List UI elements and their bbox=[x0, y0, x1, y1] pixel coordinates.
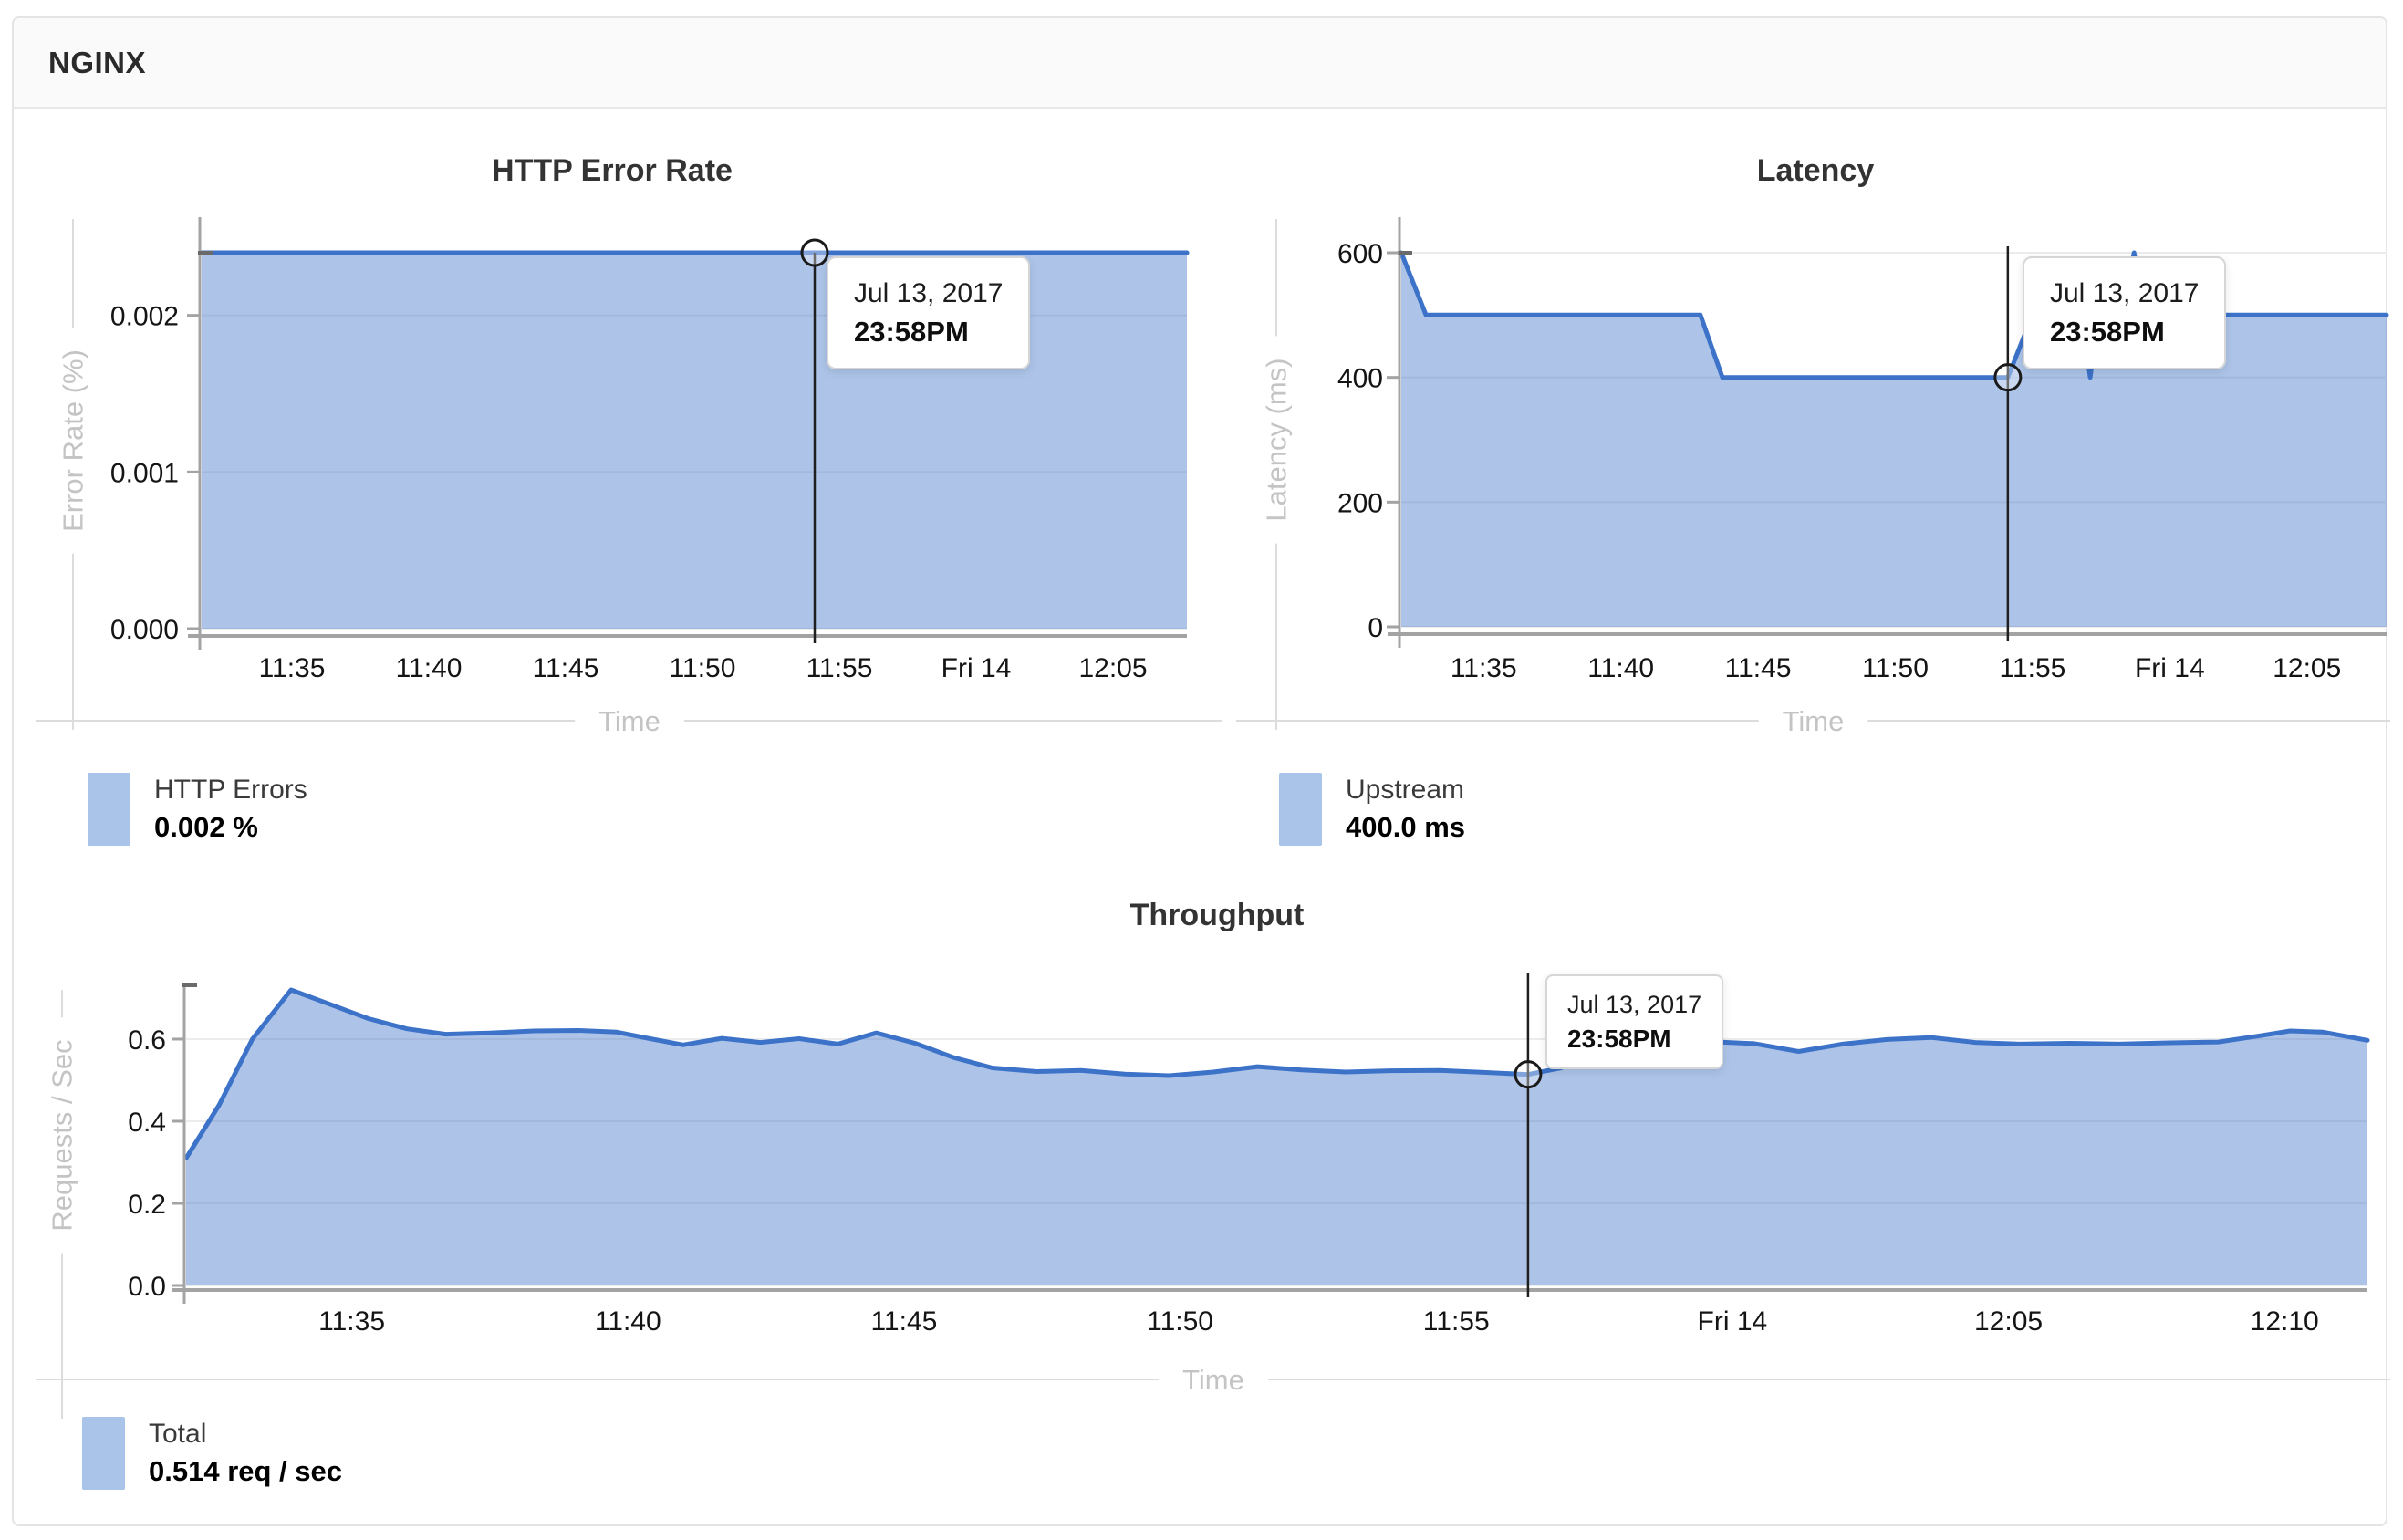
x-tick-label: 12:05 bbox=[1078, 653, 1147, 683]
hover-marker bbox=[1993, 363, 2023, 392]
y-tick-label: 0.002 bbox=[110, 302, 179, 332]
x-tick-label: 11:40 bbox=[396, 653, 463, 683]
x-tick-label: 12:05 bbox=[1974, 1306, 2043, 1337]
y-tick-label: 0.6 bbox=[128, 1025, 166, 1056]
x-tick-label: 11:40 bbox=[1587, 653, 1654, 683]
hover-marker bbox=[800, 238, 829, 267]
x-tick-label: 11:55 bbox=[806, 653, 873, 683]
x-tick-label: 11:50 bbox=[1862, 653, 1929, 683]
y-tick-label: 0.2 bbox=[128, 1190, 166, 1220]
x-tick-label: Fri 14 bbox=[941, 653, 1012, 683]
y-axis-title: Latency (ms) bbox=[1261, 358, 1293, 521]
x-tick-label: 11:50 bbox=[670, 653, 736, 683]
chart-title: HTTP Error Rate bbox=[492, 153, 733, 188]
chart-throughput: Throughput 0.0 0.2 0.4 0.6 11:35 11:40 11:45 11:… bbox=[36, 898, 2390, 1419]
x-tick-label: 11:35 bbox=[1451, 653, 1517, 683]
tooltip-http-error-rate: Jul 13, 2017 23:58PM bbox=[827, 256, 1031, 369]
series-area-http-errors bbox=[202, 253, 1187, 629]
nginx-panel: NGINX bbox=[12, 16, 2387, 1526]
series-area-upstream bbox=[1401, 253, 2387, 627]
tooltip-time: 23:58PM bbox=[2050, 316, 2165, 348]
legend-http-errors[interactable]: HTTP Errors 0.002 % bbox=[88, 772, 307, 847]
x-axis-title: Time bbox=[598, 705, 661, 737]
x-tick-label: 12:05 bbox=[2273, 653, 2341, 683]
x-tick-label: 11:35 bbox=[259, 653, 326, 683]
legend-label: HTTP Errors bbox=[154, 775, 307, 805]
y-tick-label: 200 bbox=[1337, 488, 1383, 518]
tooltip-throughput: Jul 13, 2017 23:58PM bbox=[1545, 974, 1724, 1069]
legend-swatch bbox=[88, 773, 130, 846]
x-tick-label: 12:10 bbox=[2251, 1306, 2319, 1337]
x-tick-label: 11:50 bbox=[1147, 1306, 1213, 1337]
chart-http-error-rate: HTTP Error Rate 0.000 0.001 0.002 11:35 11:40… bbox=[36, 153, 1222, 737]
legend-value: 0.002 % bbox=[154, 811, 258, 843]
legend-upstream[interactable]: Upstream 400.0 ms bbox=[1279, 772, 1465, 847]
legend-value: 0.514 req / sec bbox=[149, 1455, 342, 1487]
x-axis-title: Time bbox=[1783, 705, 1845, 737]
x-axis-title: Time bbox=[1182, 1364, 1244, 1396]
x-tick-label: Fri 14 bbox=[2135, 653, 2205, 683]
y-tick-label: 400 bbox=[1337, 364, 1383, 394]
y-tick-label: 0 bbox=[1368, 613, 1383, 643]
legend-swatch bbox=[1279, 773, 1322, 846]
legend-value: 400.0 ms bbox=[1346, 811, 1465, 843]
legend-total[interactable]: Total 0.514 req / sec bbox=[82, 1416, 342, 1491]
y-tick-label: 0.000 bbox=[110, 615, 179, 645]
y-axis-title: Requests / Sec bbox=[47, 1039, 78, 1231]
tooltip-date: Jul 13, 2017 bbox=[854, 278, 1004, 308]
y-tick-label: 600 bbox=[1337, 239, 1383, 269]
tooltip-time: 23:58PM bbox=[854, 316, 969, 348]
tooltip-time: 23:58PM bbox=[1567, 1025, 1671, 1053]
series-area-total bbox=[186, 990, 2367, 1285]
chart-title: Latency bbox=[1757, 153, 1875, 188]
chart-title: Throughput bbox=[1130, 898, 1305, 932]
x-tick-label: 11:40 bbox=[595, 1306, 661, 1337]
x-tick-label: 11:35 bbox=[318, 1306, 385, 1337]
y-tick-label: 0.001 bbox=[110, 458, 179, 488]
tooltip-latency: Jul 13, 2017 23:58PM bbox=[2023, 256, 2227, 369]
x-tick-label: 11:55 bbox=[1999, 653, 2065, 683]
tooltip-date: Jul 13, 2017 bbox=[2050, 278, 2200, 308]
x-tick-label: 11:45 bbox=[870, 1306, 937, 1337]
y-tick-label: 0.0 bbox=[128, 1272, 166, 1302]
legend-label: Total bbox=[149, 1419, 207, 1449]
x-tick-label: 11:45 bbox=[1725, 653, 1792, 683]
y-axis-title: Error Rate (%) bbox=[57, 349, 89, 532]
y-tick-label: 0.4 bbox=[128, 1108, 166, 1138]
x-tick-label: 11:55 bbox=[1423, 1306, 1490, 1337]
x-tick-label: Fri 14 bbox=[1698, 1306, 1768, 1337]
panel-header: NGINX bbox=[14, 18, 2386, 109]
legend-label: Upstream bbox=[1346, 775, 1465, 805]
legend-swatch bbox=[82, 1417, 125, 1490]
chart-latency: Latency 0 200 400 600 11:35 11:40 11:45 11:50 11:… bbox=[1236, 153, 2390, 737]
hover-marker bbox=[1514, 1060, 1543, 1089]
tooltip-date: Jul 13, 2017 bbox=[1567, 991, 1702, 1018]
panel-title: NGINX bbox=[48, 45, 147, 79]
x-tick-label: 11:45 bbox=[533, 653, 599, 683]
series-line-total bbox=[183, 987, 2370, 1160]
